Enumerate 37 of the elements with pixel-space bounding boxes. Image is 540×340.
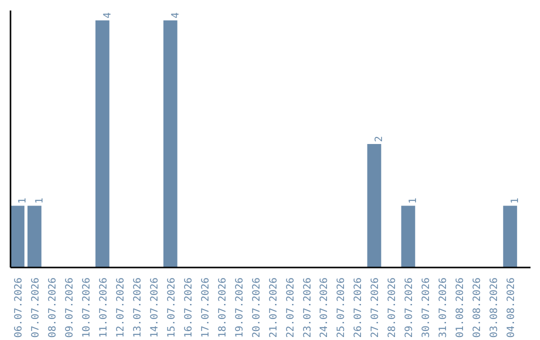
x-tick-label: 11.07.2026 — [98, 277, 110, 338]
x-tick-label: 14.07.2026 — [149, 277, 160, 338]
x-tick-label: 16.07.2026 — [183, 277, 194, 338]
x-tick-label: 01.08.2026 — [455, 277, 466, 338]
x-tick-label: 09.07.2026 — [64, 277, 76, 338]
data-label: 2 — [374, 136, 386, 142]
x-tick-label: 23.07.2026 — [302, 277, 314, 338]
x-tick-label: 03.08.2026 — [489, 277, 500, 338]
data-label: 1 — [17, 198, 28, 204]
x-tick-label: 29.07.2026 — [404, 277, 416, 338]
data-label: 4 — [170, 12, 182, 18]
x-tick-label: 13.07.2026 — [132, 277, 144, 338]
x-tick-label: 20.07.2026 — [251, 277, 262, 338]
x-tick-label: 24.07.2026 — [319, 277, 330, 338]
x-tick-label: 31.07.2026 — [438, 277, 450, 338]
x-tick-label: 15.07.2026 — [166, 277, 178, 338]
x-tick-label: 17.07.2026 — [200, 277, 212, 338]
data-label: 4 — [102, 12, 114, 18]
x-tick-label: 02.08.2026 — [472, 277, 484, 338]
x-tick-label: 12.07.2026 — [115, 277, 126, 338]
data-label: 1 — [408, 198, 420, 204]
x-tick-label: 27.07.2026 — [370, 277, 382, 338]
x-tick-label: 26.07.2026 — [353, 277, 364, 338]
x-tick-label: 10.07.2026 — [81, 277, 92, 338]
data-label: 1 — [34, 198, 46, 204]
x-tick-label: 28.07.2026 — [387, 277, 398, 338]
x-tick-label: 19.07.2026 — [234, 277, 246, 338]
x-tick-label: 07.07.2026 — [30, 277, 42, 338]
x-tick-label: 04.08.2026 — [506, 277, 518, 338]
x-tick-label: 21.07.2026 — [268, 277, 280, 338]
x-tick-label: 18.07.2026 — [217, 277, 228, 338]
x-tick-label: 06.07.2026 — [13, 277, 24, 338]
x-tick-label: 25.07.2026 — [336, 277, 348, 338]
data-label: 1 — [510, 198, 522, 204]
x-tick-label: 08.07.2026 — [47, 277, 58, 338]
x-tick-label: 30.07.2026 — [421, 277, 432, 338]
x-tick-label: 22.07.2026 — [285, 277, 296, 338]
